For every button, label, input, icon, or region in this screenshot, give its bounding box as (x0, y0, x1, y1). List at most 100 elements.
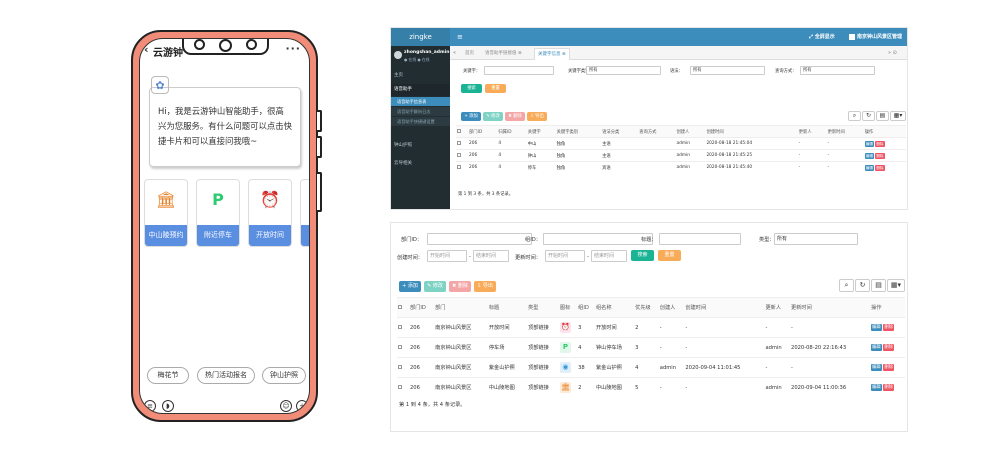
column-header[interactable]: 更新人 (764, 297, 791, 318)
title-input[interactable] (659, 233, 741, 245)
table-row[interactable]: 206 4 钟山 独角 主语 admin 2020-08-18 21:45:25… (456, 149, 906, 162)
reset-button[interactable]: 重置 (485, 84, 506, 93)
row-edit-button[interactable]: 编辑 (871, 344, 882, 351)
column-header[interactable]: 创建时间 (705, 125, 798, 138)
row-delete-button[interactable]: 删除 (883, 364, 894, 371)
column-header[interactable]: 标题 (487, 297, 527, 318)
search-icon[interactable]: ⌕ (848, 111, 861, 121)
column-header[interactable]: 优先级 (634, 297, 659, 318)
menu-icon[interactable]: ≡ (144, 400, 156, 412)
more-icon[interactable]: ··· (285, 42, 301, 55)
row-delete-button[interactable]: 删除 (883, 344, 894, 351)
updated-start-input[interactable]: 开始时间 (545, 250, 585, 262)
column-header[interactable]: 关键字类别 (555, 125, 602, 138)
quick-card-reservation[interactable]: 🏛 中山陵预约 (144, 179, 188, 247)
keyword-input[interactable] (484, 66, 554, 75)
row-edit-button[interactable]: 编辑 (871, 364, 882, 371)
tab-scroll-left-icon[interactable]: « (453, 50, 457, 56)
quick-card-parking[interactable]: P 附近停车 (196, 179, 240, 247)
chip-plum-festival[interactable]: 梅花节 (147, 367, 189, 384)
tab-voice-links[interactable]: 语音助手链接值 ⊗ (485, 51, 522, 56)
export-button[interactable]: ⇩ 导出 (474, 281, 496, 292)
keyword-type-select[interactable]: 所有 (586, 66, 661, 75)
add-button[interactable]: + 添加 (461, 112, 481, 121)
type-select[interactable]: 所有 (774, 233, 858, 245)
hamburger-icon[interactable]: ≡ (457, 33, 463, 41)
back-icon[interactable]: ‹ (144, 43, 149, 56)
column-header[interactable]: 更新人 (797, 125, 827, 138)
top-user-menu[interactable]: 南京钟山风景区管理 (849, 28, 902, 46)
column-header[interactable]: 更新时间 (826, 125, 864, 138)
column-header[interactable]: 图标 (558, 297, 578, 318)
quick-card-hours[interactable]: ⏰ 开放时间 (248, 179, 292, 247)
row-delete-button[interactable]: 删除 (883, 384, 894, 392)
reset-button[interactable]: 重置 (658, 250, 681, 261)
search-button[interactable]: 搜索 (461, 84, 482, 93)
delete-button[interactable]: ✖ 删除 (505, 112, 525, 121)
table-row[interactable]: 206 南京钟山风景区 停车场 顶部链接 P 4 钟山停车场 3 - - adm… (397, 337, 905, 358)
row-checkbox[interactable] (456, 149, 468, 162)
row-delete-button[interactable]: 删除 (883, 324, 894, 331)
column-header[interactable]: 归属ID (497, 125, 527, 138)
refresh-icon[interactable]: ↻ (855, 279, 870, 292)
column-header[interactable]: 更新时间 (790, 297, 871, 318)
add-icon[interactable]: + (296, 400, 308, 412)
row-checkbox[interactable] (397, 357, 409, 378)
search-button[interactable]: 搜索 (631, 250, 654, 261)
column-header[interactable]: 查询方式 (638, 125, 676, 138)
row-delete-button[interactable]: 删除 (875, 140, 885, 147)
select-all-checkbox[interactable] (397, 297, 409, 318)
chip-passport[interactable]: 钟山护照 (262, 367, 306, 384)
tab-keywords[interactable]: 关键字信息 ⊗ (534, 48, 570, 60)
table-row[interactable]: 206 南京钟山风景区 开放时间 顶部链接 ⏰ 3 开放时间 2 - - - -… (397, 317, 905, 338)
sidebar-item-passport[interactable]: 钟山护照 (394, 143, 412, 148)
columns-icon[interactable]: ▤ (876, 111, 889, 121)
row-checkbox[interactable] (397, 377, 409, 398)
add-button[interactable]: + 添加 (399, 281, 421, 292)
column-header[interactable]: 语法分类 (601, 125, 639, 138)
column-header[interactable]: 部门ID (409, 297, 435, 318)
tab-scroll-right-icon[interactable]: » ⊙ (888, 50, 897, 56)
column-header[interactable]: 类型 (527, 297, 559, 318)
dept-id-input[interactable] (427, 233, 532, 245)
fullscreen-button[interactable]: ⤢ 全屏显示 (809, 34, 835, 40)
row-edit-button[interactable]: 编辑 (871, 324, 882, 331)
row-checkbox[interactable] (397, 317, 409, 338)
export-menu-icon[interactable]: ▦▾ (887, 279, 905, 292)
row-delete-button[interactable]: 删除 (875, 164, 885, 171)
sidebar-item-guide[interactable]: 云导相关 (394, 161, 412, 166)
group-id-input[interactable] (543, 233, 653, 245)
row-checkbox[interactable] (456, 137, 468, 150)
edit-button[interactable]: ✎ 修改 (483, 112, 503, 121)
table-row[interactable]: 206 南京钟山风景区 紫金山护照 顶部链接 ◉ 38 紫金山护照 4 admi… (397, 357, 905, 378)
tab-home[interactable]: 首页 (465, 51, 474, 56)
row-edit-button[interactable]: 编辑 (871, 384, 882, 392)
row-checkbox[interactable] (397, 337, 409, 358)
table-row[interactable]: 206 4 中山 独角 主语 admin 2020-08-18 21:45:04… (456, 137, 906, 150)
brand-logo[interactable]: zingke (391, 28, 450, 46)
row-edit-button[interactable]: 编辑 (864, 140, 874, 147)
source-select[interactable]: 所有 (690, 66, 765, 75)
row-edit-button[interactable]: 编辑 (864, 152, 874, 159)
refresh-icon[interactable]: ↻ (862, 111, 875, 121)
column-header[interactable]: 创建时间 (684, 297, 765, 318)
updated-end-input[interactable]: 结束时间 (591, 250, 627, 262)
table-row[interactable]: 206 南京钟山风景区 中山陵地图 顶部链接 🏛 2 中山陵地图 5 - - a… (397, 377, 905, 398)
column-header[interactable]: 部门 (434, 297, 488, 318)
sidebar-subitem-log[interactable]: 语音助手解析日志 (391, 107, 450, 116)
row-delete-button[interactable]: 删除 (875, 152, 885, 159)
sidebar-item-home[interactable]: 主页 (394, 73, 403, 78)
created-end-input[interactable]: 结束时间 (473, 250, 509, 262)
quick-card-partial[interactable] (300, 179, 309, 247)
table-row[interactable]: 206 4 停车 独角 宾语 admin 2020-08-18 21:45:40… (456, 161, 906, 174)
select-all-checkbox[interactable] (456, 125, 468, 138)
column-header[interactable]: 组名称 (594, 297, 635, 318)
export-button[interactable]: ⇩ 导出 (527, 112, 547, 121)
search-icon[interactable]: ⌕ (839, 279, 854, 292)
query-select[interactable]: 所有 (800, 66, 875, 75)
emoji-icon[interactable]: ☺ (280, 400, 292, 412)
sidebar-subitem-shortcut[interactable]: 语音助手快捷键设置 (391, 117, 450, 126)
created-start-input[interactable]: 开始时间 (427, 250, 467, 262)
delete-button[interactable]: ✖ 删除 (449, 281, 471, 292)
sidebar-item-voice-assistant[interactable]: 语音助手 (391, 84, 450, 96)
